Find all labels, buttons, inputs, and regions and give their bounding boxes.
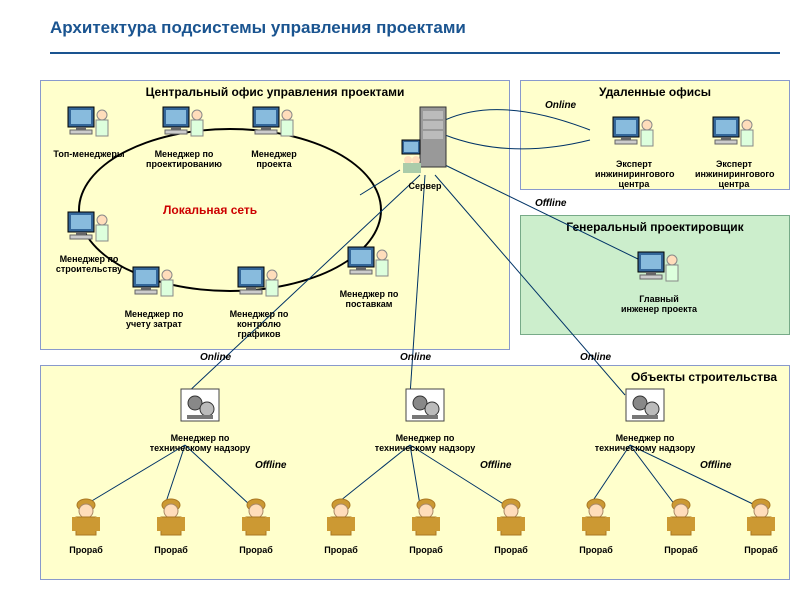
constr_mgr-icon <box>50 210 128 253</box>
node-proj_mgr: Менеджер проекта <box>235 105 313 170</box>
f7-label: Прораб <box>570 546 622 556</box>
node-chief_eng: Главный инженер проекта <box>620 250 698 315</box>
conn-label-online3: Online <box>400 352 431 363</box>
panel-central-title: Центральный офис управления проектами <box>41 85 509 99</box>
node-f1: Прораб <box>60 495 112 556</box>
f1-label: Прораб <box>60 546 112 556</box>
chief_eng-label: Главный инженер проекта <box>620 295 698 315</box>
conn-label-offline2: Offline <box>255 460 286 471</box>
cost_mgr-icon <box>115 265 193 308</box>
tech2-icon <box>370 385 480 432</box>
proj_mgr-label: Менеджер проекта <box>235 150 313 170</box>
f7-icon <box>570 495 622 544</box>
f2-icon <box>145 495 197 544</box>
server-label: Сервер <box>395 182 455 192</box>
f4-icon <box>315 495 367 544</box>
node-f4: Прораб <box>315 495 367 556</box>
title-rule <box>50 52 780 54</box>
sched_mgr-icon <box>220 265 298 308</box>
tech3-label: Менеджер по техническому надзору <box>590 434 700 454</box>
node-f2: Прораб <box>145 495 197 556</box>
design_mgr-icon <box>145 105 223 148</box>
f5-icon <box>400 495 452 544</box>
node-expert1: Эксперт инжинирингового центра <box>595 115 673 190</box>
f8-icon <box>655 495 707 544</box>
expert1-icon <box>595 115 673 158</box>
panel-sites-title: Объекты строительства <box>41 370 789 384</box>
node-f7: Прораб <box>570 495 622 556</box>
supply_mgr-label: Менеджер по поставкам <box>330 290 408 310</box>
expert2-label: Эксперт инжинирингового центра <box>695 160 773 190</box>
node-cost_mgr: Менеджер по учету затрат <box>115 265 193 330</box>
f9-label: Прораб <box>735 546 787 556</box>
f5-label: Прораб <box>400 546 452 556</box>
node-tech2: Менеджер по техническому надзору <box>370 385 480 454</box>
top_mgr-label: Топ-менеджеры <box>50 150 128 160</box>
lan-label: Локальная сеть <box>163 203 257 217</box>
node-expert2: Эксперт инжинирингового центра <box>695 115 773 190</box>
conn-label-online1: Online <box>545 100 576 111</box>
cost_mgr-label: Менеджер по учету затрат <box>115 310 193 330</box>
supply_mgr-icon <box>330 245 408 288</box>
sched_mgr-label: Менеджер по контролю графиков <box>220 310 298 340</box>
f3-label: Прораб <box>230 546 282 556</box>
f1-icon <box>60 495 112 544</box>
f4-label: Прораб <box>315 546 367 556</box>
node-f9: Прораб <box>735 495 787 556</box>
f3-icon <box>230 495 282 544</box>
page-title: Архитектура подсистемы управления проект… <box>50 18 466 38</box>
node-sched_mgr: Менеджер по контролю графиков <box>220 265 298 340</box>
conn-label-online2: Online <box>200 352 231 363</box>
node-top_mgr: Топ-менеджеры <box>50 105 128 160</box>
conn-label-offline4: Offline <box>700 460 731 471</box>
tech1-icon <box>145 385 255 432</box>
node-f8: Прораб <box>655 495 707 556</box>
chief_eng-icon <box>620 250 698 293</box>
node-server: Сервер <box>395 105 455 192</box>
panel-remote-title: Удаленные офисы <box>521 85 789 99</box>
node-design_mgr: Менеджер по проектированию <box>145 105 223 170</box>
server-icon <box>395 105 455 180</box>
f9-icon <box>735 495 787 544</box>
top_mgr-icon <box>50 105 128 148</box>
conn-label-offline1: Offline <box>535 198 566 209</box>
node-tech1: Менеджер по техническому надзору <box>145 385 255 454</box>
expert2-icon <box>695 115 773 158</box>
tech2-label: Менеджер по техническому надзору <box>370 434 480 454</box>
node-f5: Прораб <box>400 495 452 556</box>
conn-label-online4: Online <box>580 352 611 363</box>
expert1-label: Эксперт инжинирингового центра <box>595 160 673 190</box>
design_mgr-label: Менеджер по проектированию <box>145 150 223 170</box>
f6-label: Прораб <box>485 546 537 556</box>
f2-label: Прораб <box>145 546 197 556</box>
conn-label-offline3: Offline <box>480 460 511 471</box>
f8-label: Прораб <box>655 546 707 556</box>
panel-designer-title: Генеральный проектировщик <box>521 220 789 234</box>
node-f3: Прораб <box>230 495 282 556</box>
proj_mgr-icon <box>235 105 313 148</box>
node-f6: Прораб <box>485 495 537 556</box>
f6-icon <box>485 495 537 544</box>
tech1-label: Менеджер по техническому надзору <box>145 434 255 454</box>
node-supply_mgr: Менеджер по поставкам <box>330 245 408 310</box>
tech3-icon <box>590 385 700 432</box>
node-tech3: Менеджер по техническому надзору <box>590 385 700 454</box>
